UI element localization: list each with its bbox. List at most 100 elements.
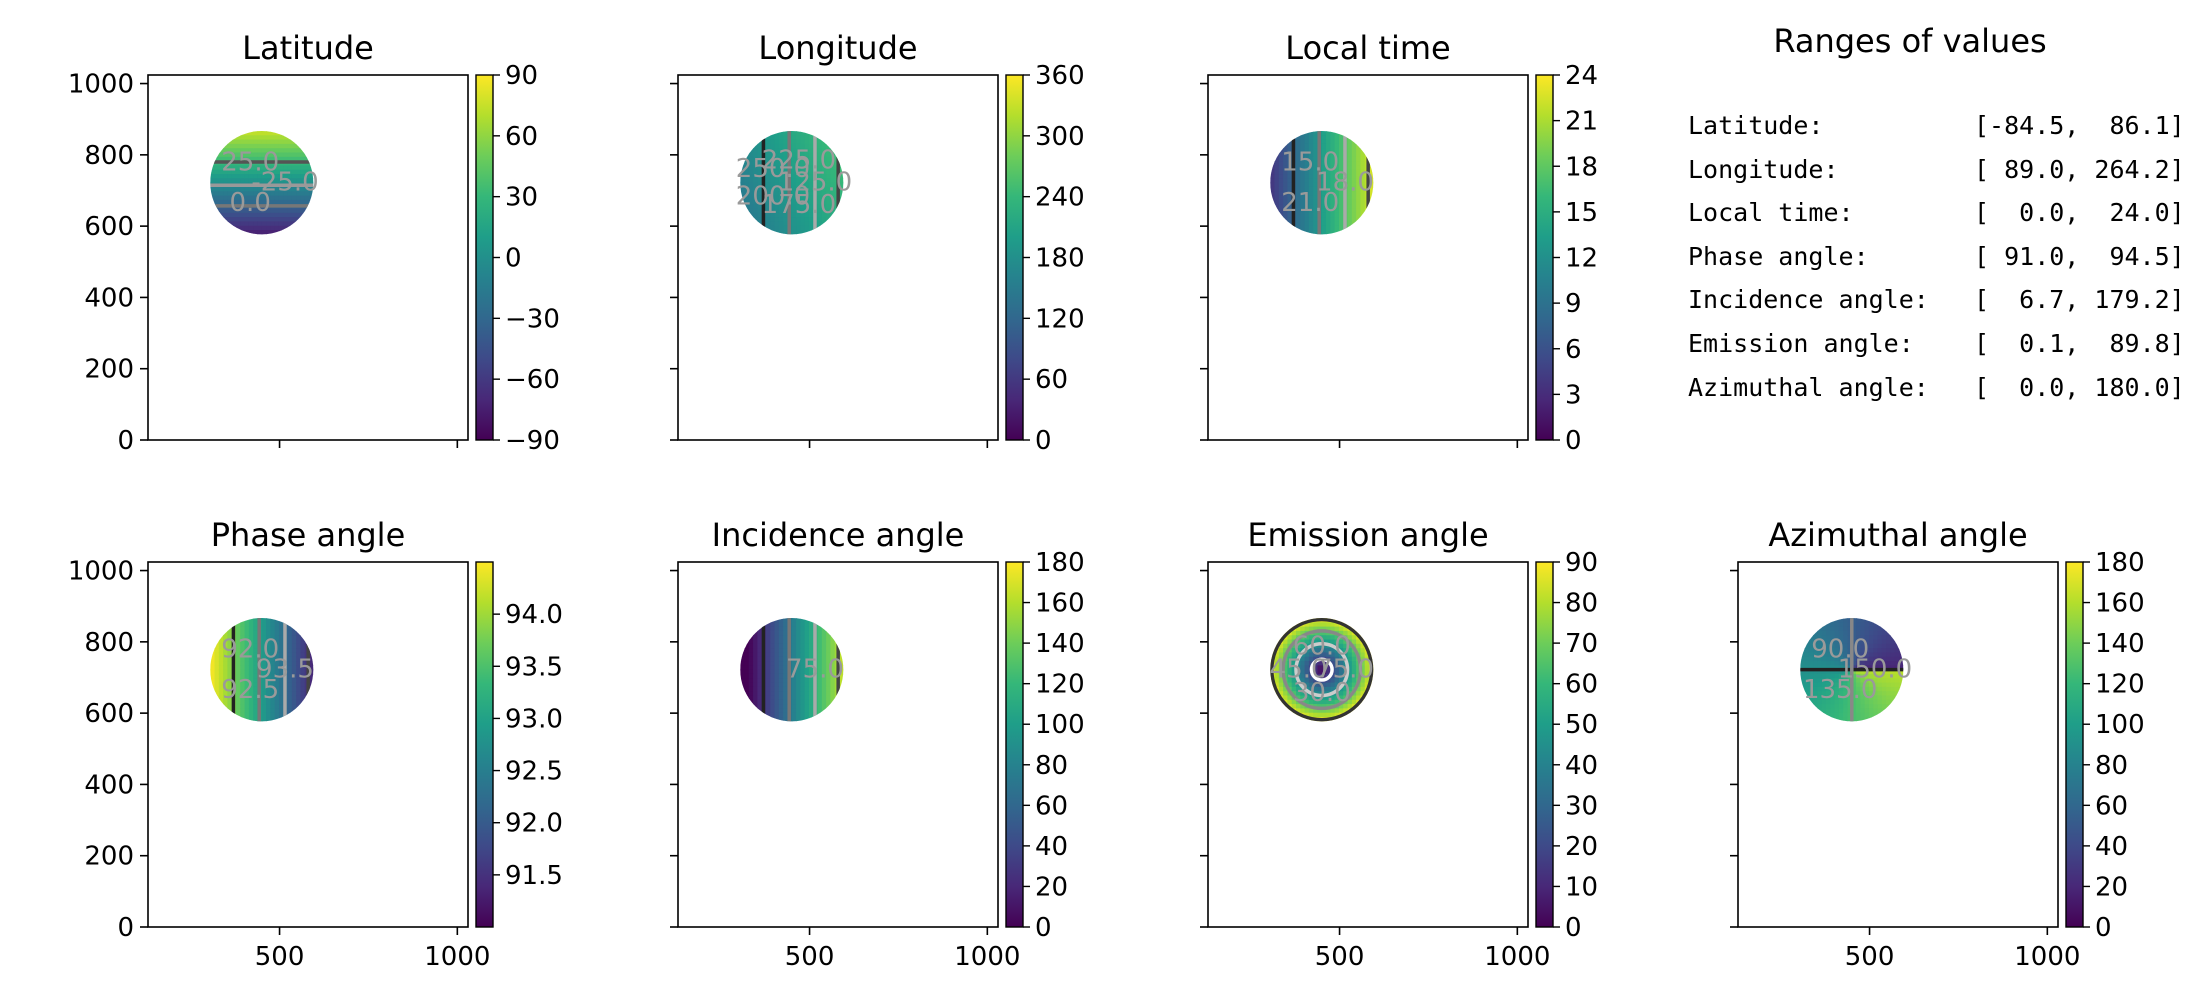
disk-pixel bbox=[248, 699, 254, 705]
disk-pixel bbox=[1270, 230, 1276, 235]
disk-pixel bbox=[236, 174, 241, 179]
disk-pixel bbox=[826, 656, 832, 662]
disk-pixel bbox=[1308, 174, 1314, 179]
disk-pixel bbox=[291, 630, 297, 636]
disk-pixel bbox=[1369, 178, 1374, 184]
disk-pixel bbox=[1868, 661, 1874, 666]
contour-label: 250.0 bbox=[736, 154, 810, 184]
disk-pixel bbox=[817, 656, 823, 662]
disk-pixel bbox=[1830, 656, 1836, 662]
disk-pixel bbox=[839, 225, 844, 231]
disk-pixel bbox=[740, 691, 746, 697]
disk-pixel bbox=[1274, 635, 1280, 641]
disk-pixel bbox=[274, 695, 280, 701]
disk-pixel bbox=[1347, 230, 1353, 235]
disk-pixel bbox=[261, 669, 267, 675]
disk-pixel bbox=[839, 186, 844, 192]
disk-pixel bbox=[1369, 186, 1374, 192]
disk-pixel bbox=[1808, 712, 1814, 718]
disk-pixel bbox=[257, 135, 263, 141]
disk-pixel bbox=[214, 712, 220, 718]
disk-pixel bbox=[770, 717, 776, 722]
disk-pixel bbox=[248, 656, 254, 662]
disk-pixel bbox=[1326, 152, 1331, 158]
disk-pixel bbox=[1868, 691, 1874, 697]
disk-pixel bbox=[830, 199, 836, 205]
disk-pixel bbox=[1838, 652, 1844, 658]
disk-pixel bbox=[1334, 643, 1340, 649]
disk-pixel bbox=[778, 652, 784, 658]
disk-pixel bbox=[1890, 699, 1896, 705]
disk-pixel bbox=[291, 626, 297, 632]
disk-pixel bbox=[218, 656, 224, 662]
disk-pixel bbox=[800, 622, 806, 628]
colorbar-tick-label: 0 bbox=[1565, 426, 1582, 456]
disk-pixel bbox=[804, 165, 810, 171]
disk-pixel bbox=[1330, 230, 1336, 235]
disk-pixel bbox=[304, 221, 310, 227]
disk-pixel bbox=[1808, 617, 1814, 623]
disk-pixel bbox=[1864, 695, 1870, 701]
disk-pixel bbox=[1843, 665, 1849, 671]
disk-pixel bbox=[1283, 665, 1289, 671]
disk-pixel bbox=[274, 665, 280, 671]
disk-pixel bbox=[830, 665, 836, 671]
disk-pixel bbox=[826, 691, 832, 697]
disk-pixel bbox=[766, 617, 771, 623]
disk-pixel bbox=[1270, 708, 1276, 714]
disk-pixel bbox=[839, 699, 844, 705]
disk-pixel bbox=[834, 704, 840, 710]
disk-pixel bbox=[278, 156, 284, 162]
disk-pixel bbox=[778, 682, 784, 688]
disk-pixel bbox=[291, 152, 297, 158]
ranges-value: [ 89.0, 264.2] bbox=[1973, 154, 2185, 184]
disk-pixel bbox=[223, 208, 229, 214]
disk-pixel bbox=[766, 130, 771, 136]
disk-pixel bbox=[740, 230, 746, 235]
disk-pixel bbox=[830, 622, 836, 628]
disk-pixel bbox=[839, 156, 844, 162]
disk-pixel bbox=[1291, 225, 1297, 231]
disk-pixel bbox=[248, 708, 254, 714]
x-tick-label: 1000 bbox=[2014, 942, 2080, 972]
disk-pixel bbox=[778, 156, 784, 162]
disk-pixel bbox=[1326, 174, 1331, 179]
disk-pixel bbox=[291, 186, 297, 192]
disk-pixel bbox=[309, 148, 314, 154]
disk-pixel bbox=[274, 617, 280, 623]
disk-pixel bbox=[244, 643, 250, 649]
disk-pixel bbox=[808, 635, 814, 641]
disk-pixel bbox=[1843, 704, 1849, 710]
disk-pixel bbox=[804, 217, 810, 223]
disk-pixel bbox=[1894, 626, 1900, 632]
disk-pixel bbox=[214, 622, 220, 628]
disk-pixel bbox=[248, 695, 254, 701]
disk-pixel bbox=[248, 673, 254, 679]
disk-pixel bbox=[1343, 686, 1349, 692]
disk-pixel bbox=[1830, 630, 1836, 636]
disk-pixel bbox=[808, 656, 814, 662]
disk-pixel bbox=[253, 143, 259, 149]
disk-pixel bbox=[1334, 204, 1340, 210]
contour-line bbox=[1309, 657, 1334, 682]
colorbar-tick-label: 10 bbox=[1565, 872, 1598, 902]
disk-pixel bbox=[257, 148, 263, 154]
colorbar-tick-label: 92.5 bbox=[505, 757, 563, 787]
disk-pixel bbox=[231, 174, 237, 179]
disk-pixel bbox=[304, 622, 310, 628]
disk-pixel bbox=[1890, 665, 1896, 671]
disk-pixel bbox=[1843, 712, 1849, 718]
disk-pixel bbox=[287, 699, 293, 705]
disk-pixel bbox=[791, 622, 797, 628]
disk-pixel bbox=[796, 230, 801, 235]
disk-pixel bbox=[1830, 686, 1836, 692]
disk-pixel bbox=[210, 630, 216, 636]
disk-pixel bbox=[248, 617, 254, 623]
disk-pixel bbox=[223, 139, 229, 145]
disk-pixel bbox=[1313, 626, 1319, 632]
disk-pixel bbox=[218, 225, 224, 231]
disk-pixel bbox=[218, 695, 224, 701]
disk-pixel bbox=[753, 699, 759, 705]
disk-pixel bbox=[748, 139, 754, 145]
disk-pixel bbox=[1838, 708, 1844, 714]
